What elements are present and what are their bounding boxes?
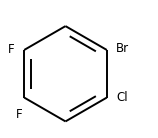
Text: Br: Br [116,42,129,55]
Text: F: F [16,108,23,121]
Text: F: F [8,43,15,56]
Text: Cl: Cl [116,91,128,104]
